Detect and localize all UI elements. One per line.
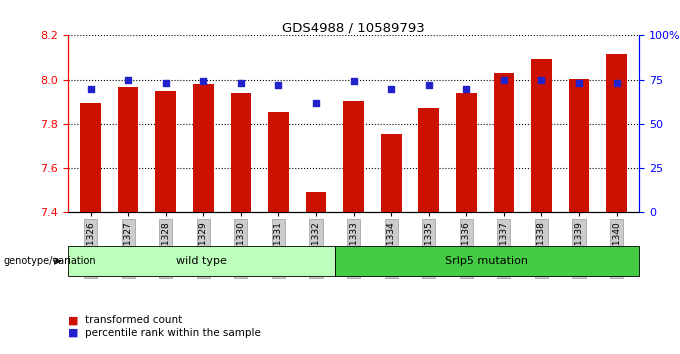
Point — [85, 86, 96, 91]
Text: transformed count: transformed count — [85, 315, 182, 325]
Bar — [268, 112, 289, 212]
Bar — [494, 73, 514, 212]
Bar — [155, 91, 176, 212]
Point — [235, 80, 246, 86]
Point — [611, 80, 622, 86]
Bar — [193, 84, 214, 212]
Point — [498, 77, 509, 82]
Point — [461, 86, 472, 91]
Point — [198, 79, 209, 84]
Bar — [118, 87, 139, 212]
Text: genotype/variation: genotype/variation — [3, 256, 96, 266]
Point — [273, 82, 284, 88]
Bar — [306, 193, 326, 212]
Point — [536, 77, 547, 82]
Point — [424, 82, 435, 88]
Bar — [418, 108, 439, 212]
Bar — [80, 103, 101, 212]
Bar — [231, 93, 251, 212]
Bar — [568, 79, 590, 212]
Bar — [607, 54, 627, 212]
Bar — [456, 93, 477, 212]
Point — [160, 80, 171, 86]
Bar — [531, 59, 552, 212]
Point — [311, 100, 322, 105]
Bar — [381, 134, 401, 212]
Text: percentile rank within the sample: percentile rank within the sample — [85, 328, 261, 338]
Text: ■: ■ — [68, 328, 78, 338]
Point — [574, 80, 585, 86]
Bar — [343, 101, 364, 212]
Point — [122, 77, 133, 82]
Text: wild type: wild type — [176, 256, 226, 266]
Text: Srlp5 mutation: Srlp5 mutation — [445, 256, 528, 266]
Point — [348, 79, 359, 84]
Text: ■: ■ — [68, 315, 78, 325]
Point — [386, 86, 396, 91]
Title: GDS4988 / 10589793: GDS4988 / 10589793 — [282, 21, 425, 34]
